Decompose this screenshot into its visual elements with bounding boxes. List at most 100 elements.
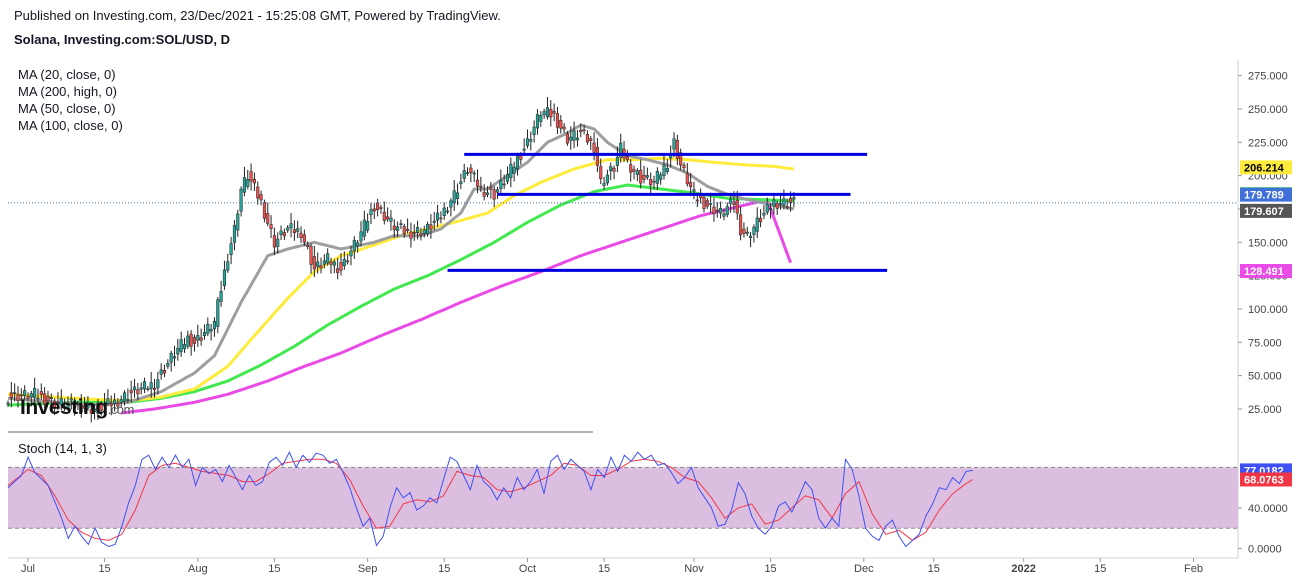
- investing-logo: Investing.com: [20, 396, 134, 420]
- time-tick-label: 2022: [1011, 563, 1035, 575]
- candle-down: [266, 213, 270, 224]
- candle-up: [226, 261, 230, 271]
- legend-ma20[interactable]: MA (20, close, 0): [18, 67, 116, 82]
- candle-up: [202, 332, 207, 336]
- time-tick-label: Feb: [1184, 563, 1203, 575]
- price-tick-label: 75.000: [1248, 337, 1282, 349]
- stoch-legend[interactable]: Stoch (14, 1, 3): [18, 441, 107, 456]
- candle-up: [512, 166, 516, 174]
- candle-down: [625, 156, 629, 161]
- candle-up: [449, 200, 453, 208]
- candle-down: [116, 403, 120, 407]
- time-tick-label: Aug: [188, 563, 208, 575]
- ma100-line: [7, 183, 794, 407]
- ma-legend: MA (20, close, 0) MA (200, high, 0) MA (…: [18, 66, 123, 134]
- candle-up: [209, 329, 213, 332]
- price-tick-label: 225.000: [1248, 137, 1288, 149]
- candle-down: [475, 179, 480, 187]
- candle-down: [629, 164, 633, 173]
- candle-up: [29, 393, 33, 398]
- candle-up: [495, 189, 500, 193]
- candle-down: [336, 268, 340, 273]
- candle-up: [246, 179, 250, 187]
- candle-down: [272, 235, 276, 248]
- candle-down: [199, 337, 203, 341]
- candle-up: [156, 379, 160, 389]
- candle-down: [189, 333, 193, 347]
- candle-up: [169, 353, 173, 363]
- candle-up: [515, 156, 520, 170]
- candle-down: [372, 208, 376, 212]
- candle-up: [769, 208, 773, 210]
- candle-down: [479, 185, 483, 188]
- candle-down: [386, 216, 390, 220]
- candle-up: [539, 115, 543, 122]
- price-tick-label: 275.000: [1248, 71, 1288, 83]
- legend-ma50[interactable]: MA (50, close, 0): [18, 101, 116, 116]
- candle-up: [106, 398, 110, 404]
- candle-up: [725, 206, 729, 215]
- candle-up: [56, 402, 60, 405]
- candle-down: [192, 336, 197, 344]
- candle-up: [123, 392, 127, 402]
- candle-down: [649, 179, 653, 186]
- candle-down: [589, 138, 593, 141]
- candle-up: [206, 323, 210, 334]
- candle-down: [249, 171, 253, 182]
- legend-ma100[interactable]: MA (100, close, 0): [18, 118, 123, 133]
- candle-up: [166, 362, 170, 367]
- candle-down: [39, 391, 43, 395]
- candle-down: [429, 224, 433, 230]
- candle-up: [399, 223, 403, 225]
- candle-up: [462, 170, 466, 179]
- candle-up: [426, 223, 430, 235]
- candle-up: [442, 207, 446, 216]
- candle-up: [569, 136, 573, 141]
- candle-up: [719, 207, 723, 214]
- candle-up: [139, 387, 143, 390]
- candle-up: [396, 226, 400, 231]
- candle-up: [186, 335, 190, 347]
- candle-down: [565, 133, 569, 144]
- candle-down: [302, 234, 306, 243]
- candle-up: [326, 253, 330, 264]
- candle-up: [369, 209, 373, 215]
- candle-up: [765, 204, 769, 213]
- candle-down: [329, 261, 333, 265]
- candle-up: [485, 192, 490, 195]
- candle-down: [482, 191, 486, 197]
- time-tick-label: 15: [598, 563, 610, 575]
- candle-down: [732, 201, 736, 205]
- candle-up: [119, 399, 123, 403]
- time-tick-label: 15: [764, 563, 776, 575]
- candle-down: [419, 232, 423, 236]
- candle-up: [722, 213, 726, 217]
- candle-down: [99, 403, 103, 411]
- logo-suffix: .com: [107, 402, 135, 417]
- candle-down: [715, 209, 719, 212]
- candle-up: [23, 390, 27, 396]
- candle-up: [572, 130, 576, 141]
- candle-down: [109, 403, 113, 407]
- candle-up: [113, 399, 117, 404]
- candle-down: [695, 199, 699, 202]
- candle-up: [222, 269, 226, 287]
- candle-down: [312, 256, 316, 270]
- candle-up: [655, 171, 659, 184]
- legend-ma200[interactable]: MA (200, high, 0): [18, 84, 117, 99]
- candle-up: [322, 260, 326, 265]
- candle-up: [779, 203, 783, 205]
- stoch-value-box: [1240, 472, 1292, 487]
- candle-down: [256, 186, 260, 199]
- candle-down: [789, 197, 793, 203]
- symbol-title: Solana, Investing.com:SOL/USD, D: [14, 32, 230, 47]
- candle-down: [339, 262, 343, 271]
- candle-up: [96, 402, 100, 414]
- candle-up: [33, 388, 37, 399]
- candle-down: [682, 164, 686, 169]
- time-tick-label: Oct: [519, 563, 536, 575]
- candle-up: [6, 402, 10, 405]
- time-tick-label: Sep: [358, 563, 378, 575]
- candle-up: [146, 388, 150, 390]
- candle-up: [729, 198, 733, 204]
